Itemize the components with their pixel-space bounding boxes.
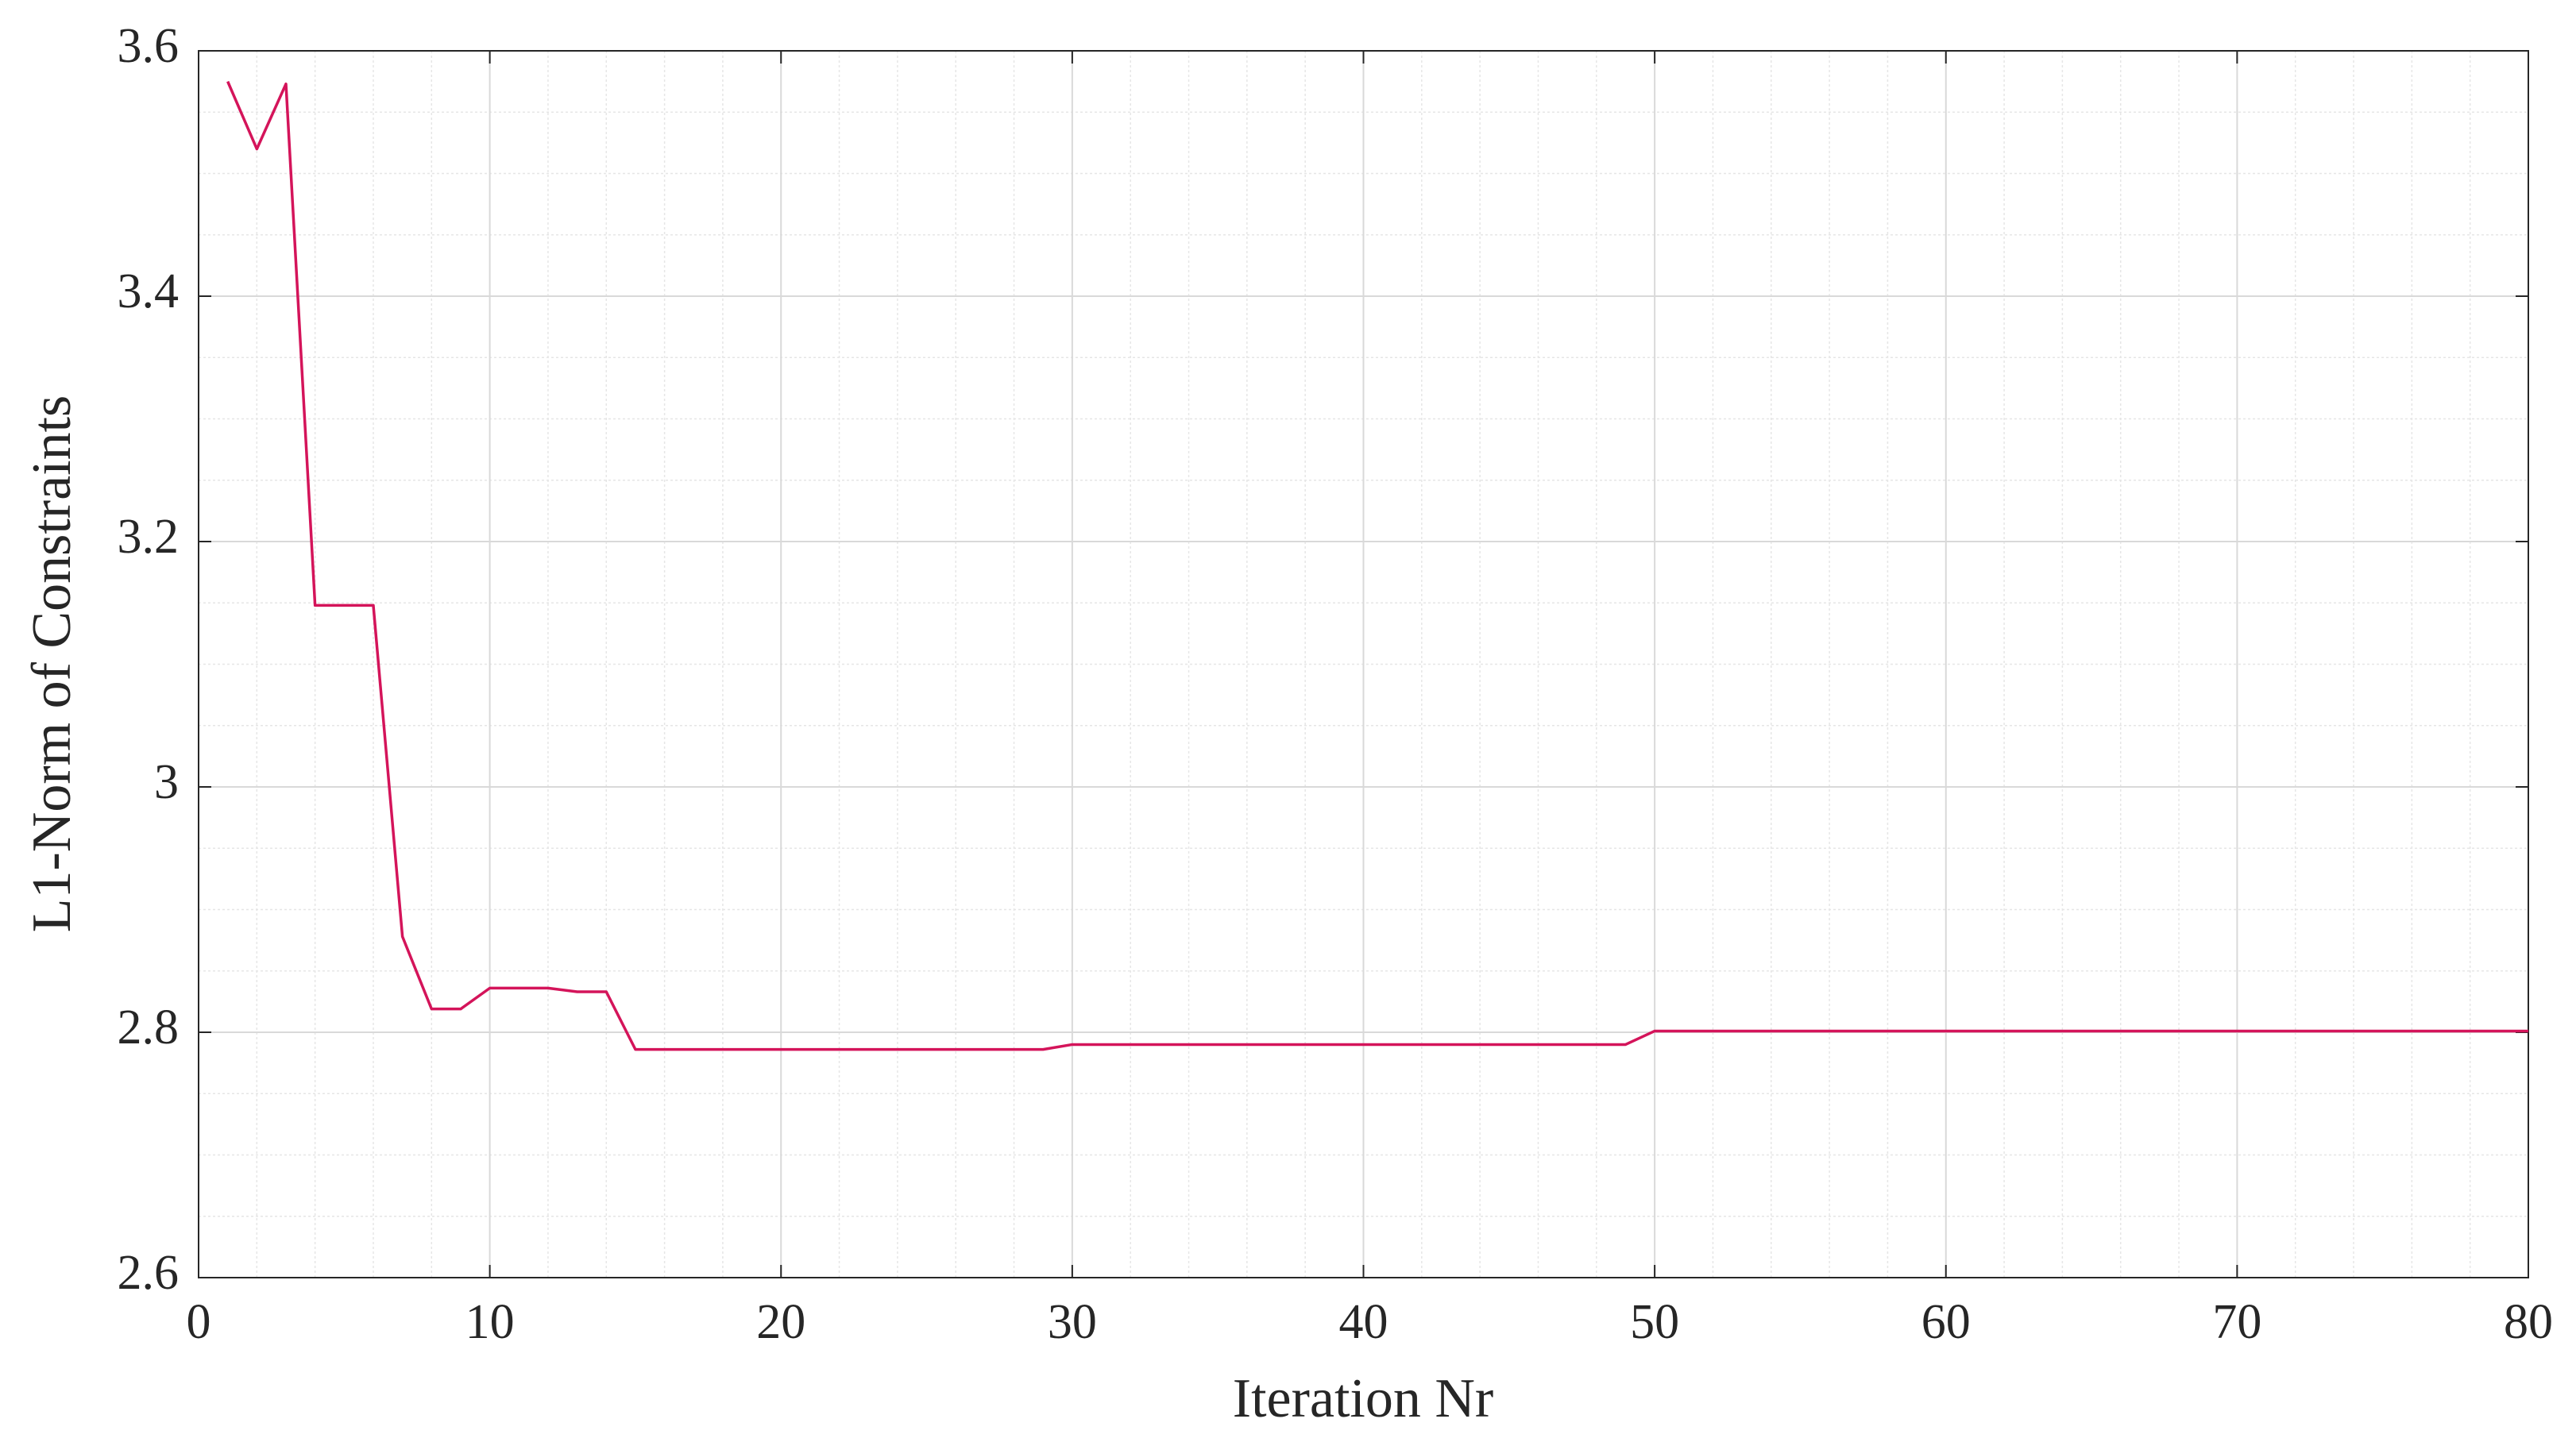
x-tick-label: 20 — [756, 1295, 805, 1349]
y-tick-label: 2.6 — [118, 1246, 180, 1300]
y-tick-label: 3.4 — [118, 264, 180, 318]
x-tick-label: 70 — [2212, 1295, 2261, 1349]
x-tick-label: 10 — [465, 1295, 515, 1349]
y-tick-label: 3.2 — [118, 510, 180, 564]
plot-frame — [198, 50, 2529, 1278]
y-tick-label: 3.6 — [118, 19, 180, 73]
y-tick-label: 2.8 — [118, 1001, 180, 1055]
x-tick-label: 60 — [1921, 1295, 1971, 1349]
data-line — [226, 80, 2528, 1051]
x-tick-label: 80 — [2504, 1295, 2553, 1349]
x-tick-label: 40 — [1339, 1295, 1388, 1349]
x-tick-label: 50 — [1630, 1295, 1679, 1349]
y-axis-label: L1-Norm of Constraints — [21, 395, 83, 933]
y-tick-label: 3 — [154, 755, 179, 809]
x-tick-label: 0 — [187, 1295, 211, 1349]
x-tick-label: 30 — [1048, 1295, 1097, 1349]
x-axis-label: Iteration Nr — [1233, 1368, 1493, 1429]
